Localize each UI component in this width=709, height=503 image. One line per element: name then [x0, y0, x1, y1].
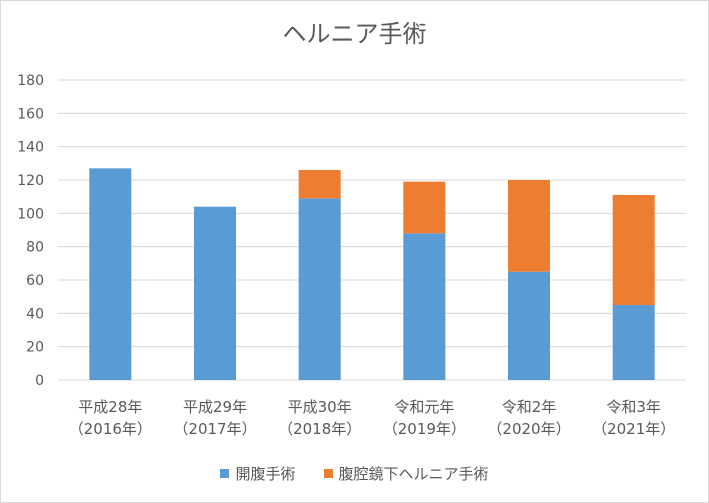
x-tick-label: 平成28年 — [78, 398, 142, 416]
legend-label-series-0: 開腹手術 — [235, 465, 296, 483]
bar-series-0 — [403, 233, 446, 380]
legend-swatch-series-0 — [220, 469, 230, 478]
y-tick-label: 100 — [17, 206, 44, 222]
y-tick-label: 40 — [26, 306, 44, 322]
bar-series-0 — [298, 198, 341, 380]
y-tick-label: 0 — [35, 373, 44, 389]
y-tick-label: 140 — [17, 140, 44, 156]
bar-series-0 — [612, 305, 655, 380]
bar-series-0 — [89, 168, 132, 380]
bar-series-1 — [403, 181, 446, 234]
y-tick-label: 180 — [17, 73, 44, 89]
x-tick-label: 平成29年 — [183, 398, 247, 416]
x-tick-label: （2019年） — [383, 420, 466, 438]
y-tick-label: 60 — [26, 273, 44, 289]
chart-title: ヘルニア手術 — [282, 20, 427, 48]
x-tick-label: （2021年） — [592, 420, 675, 438]
bar-series-1 — [508, 180, 550, 272]
x-tick-label: （2018年） — [278, 420, 361, 438]
y-tick-label: 160 — [17, 106, 44, 122]
x-tick-label: （2016年） — [69, 420, 152, 438]
y-tick-label: 120 — [17, 173, 44, 189]
x-tick-label: 令和元年 — [394, 398, 454, 416]
x-tick-label: 平成30年 — [288, 398, 352, 416]
legend-item-series-1: 腹腔鏡下ヘルニア手術 — [323, 463, 489, 484]
legend-label-series-1: 腹腔鏡下ヘルニア手術 — [338, 465, 489, 483]
legend: 開腹手術 腹腔鏡下ヘルニア手術 — [0, 463, 709, 484]
legend-swatch-series-1 — [323, 469, 333, 478]
x-tick-label: （2020年） — [487, 420, 570, 438]
bar-series-1 — [298, 170, 341, 199]
bar-series-0 — [508, 271, 550, 380]
bar-series-0 — [194, 206, 236, 380]
bar-series-1 — [612, 195, 655, 305]
x-tick-label: 令和3年 — [606, 398, 661, 416]
x-tick-label: （2017年） — [173, 420, 256, 438]
legend-item-series-0: 開腹手術 — [220, 463, 296, 484]
x-tick-label: 令和2年 — [502, 398, 557, 416]
y-tick-label: 80 — [26, 240, 44, 256]
y-tick-label: 20 — [26, 340, 44, 356]
